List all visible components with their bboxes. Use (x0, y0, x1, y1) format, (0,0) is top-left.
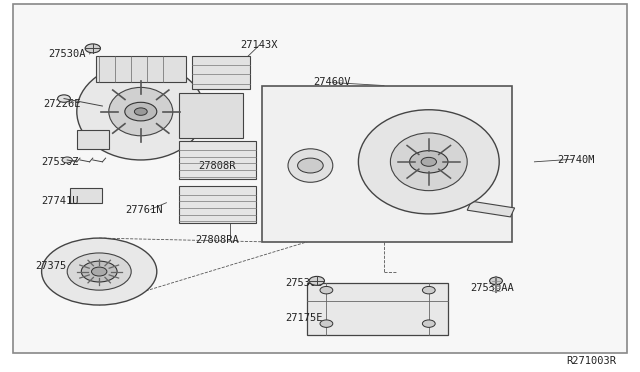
Circle shape (81, 261, 117, 282)
Ellipse shape (109, 87, 173, 136)
Ellipse shape (67, 253, 131, 290)
Circle shape (58, 95, 70, 102)
Text: 27530A: 27530A (48, 49, 86, 59)
Circle shape (410, 151, 448, 173)
Ellipse shape (390, 133, 467, 191)
Circle shape (490, 277, 502, 285)
Text: 27740Q: 27740Q (282, 153, 319, 163)
Ellipse shape (288, 149, 333, 182)
Ellipse shape (77, 63, 205, 160)
Circle shape (422, 320, 435, 327)
Text: 27761N: 27761N (125, 205, 163, 215)
Text: 27530B: 27530B (285, 278, 323, 288)
Text: 27143X: 27143X (240, 40, 278, 49)
Text: 27808RA: 27808RA (195, 235, 239, 245)
Text: 27175E: 27175E (285, 313, 323, 323)
Text: 27741U: 27741U (42, 196, 79, 206)
Bar (179, 186, 256, 223)
Circle shape (85, 44, 100, 53)
Circle shape (421, 157, 436, 166)
Text: 27460V: 27460V (314, 77, 351, 87)
Circle shape (62, 157, 72, 163)
Bar (96, 56, 186, 82)
Text: 27740M: 27740M (557, 155, 595, 165)
Text: 27226E: 27226E (44, 99, 81, 109)
Ellipse shape (42, 238, 157, 305)
Text: 27530AA: 27530AA (470, 283, 514, 293)
Circle shape (92, 267, 107, 276)
Circle shape (298, 158, 323, 173)
Bar (77, 130, 109, 149)
Text: 27530Z: 27530Z (42, 157, 79, 167)
Circle shape (309, 276, 324, 285)
Bar (179, 93, 243, 138)
Bar (307, 283, 448, 335)
Circle shape (134, 108, 147, 115)
Circle shape (422, 286, 435, 294)
Bar (192, 56, 250, 89)
Text: 27808R: 27808R (198, 161, 236, 170)
Text: 27375: 27375 (35, 261, 67, 271)
Circle shape (320, 320, 333, 327)
Text: R271003R: R271003R (566, 356, 616, 366)
Text: 27466V: 27466V (467, 205, 505, 215)
Bar (179, 141, 256, 179)
Bar (70, 188, 102, 203)
Bar (467, 201, 515, 217)
Circle shape (125, 102, 157, 121)
Bar (262, 86, 512, 242)
Ellipse shape (358, 110, 499, 214)
Circle shape (320, 286, 333, 294)
